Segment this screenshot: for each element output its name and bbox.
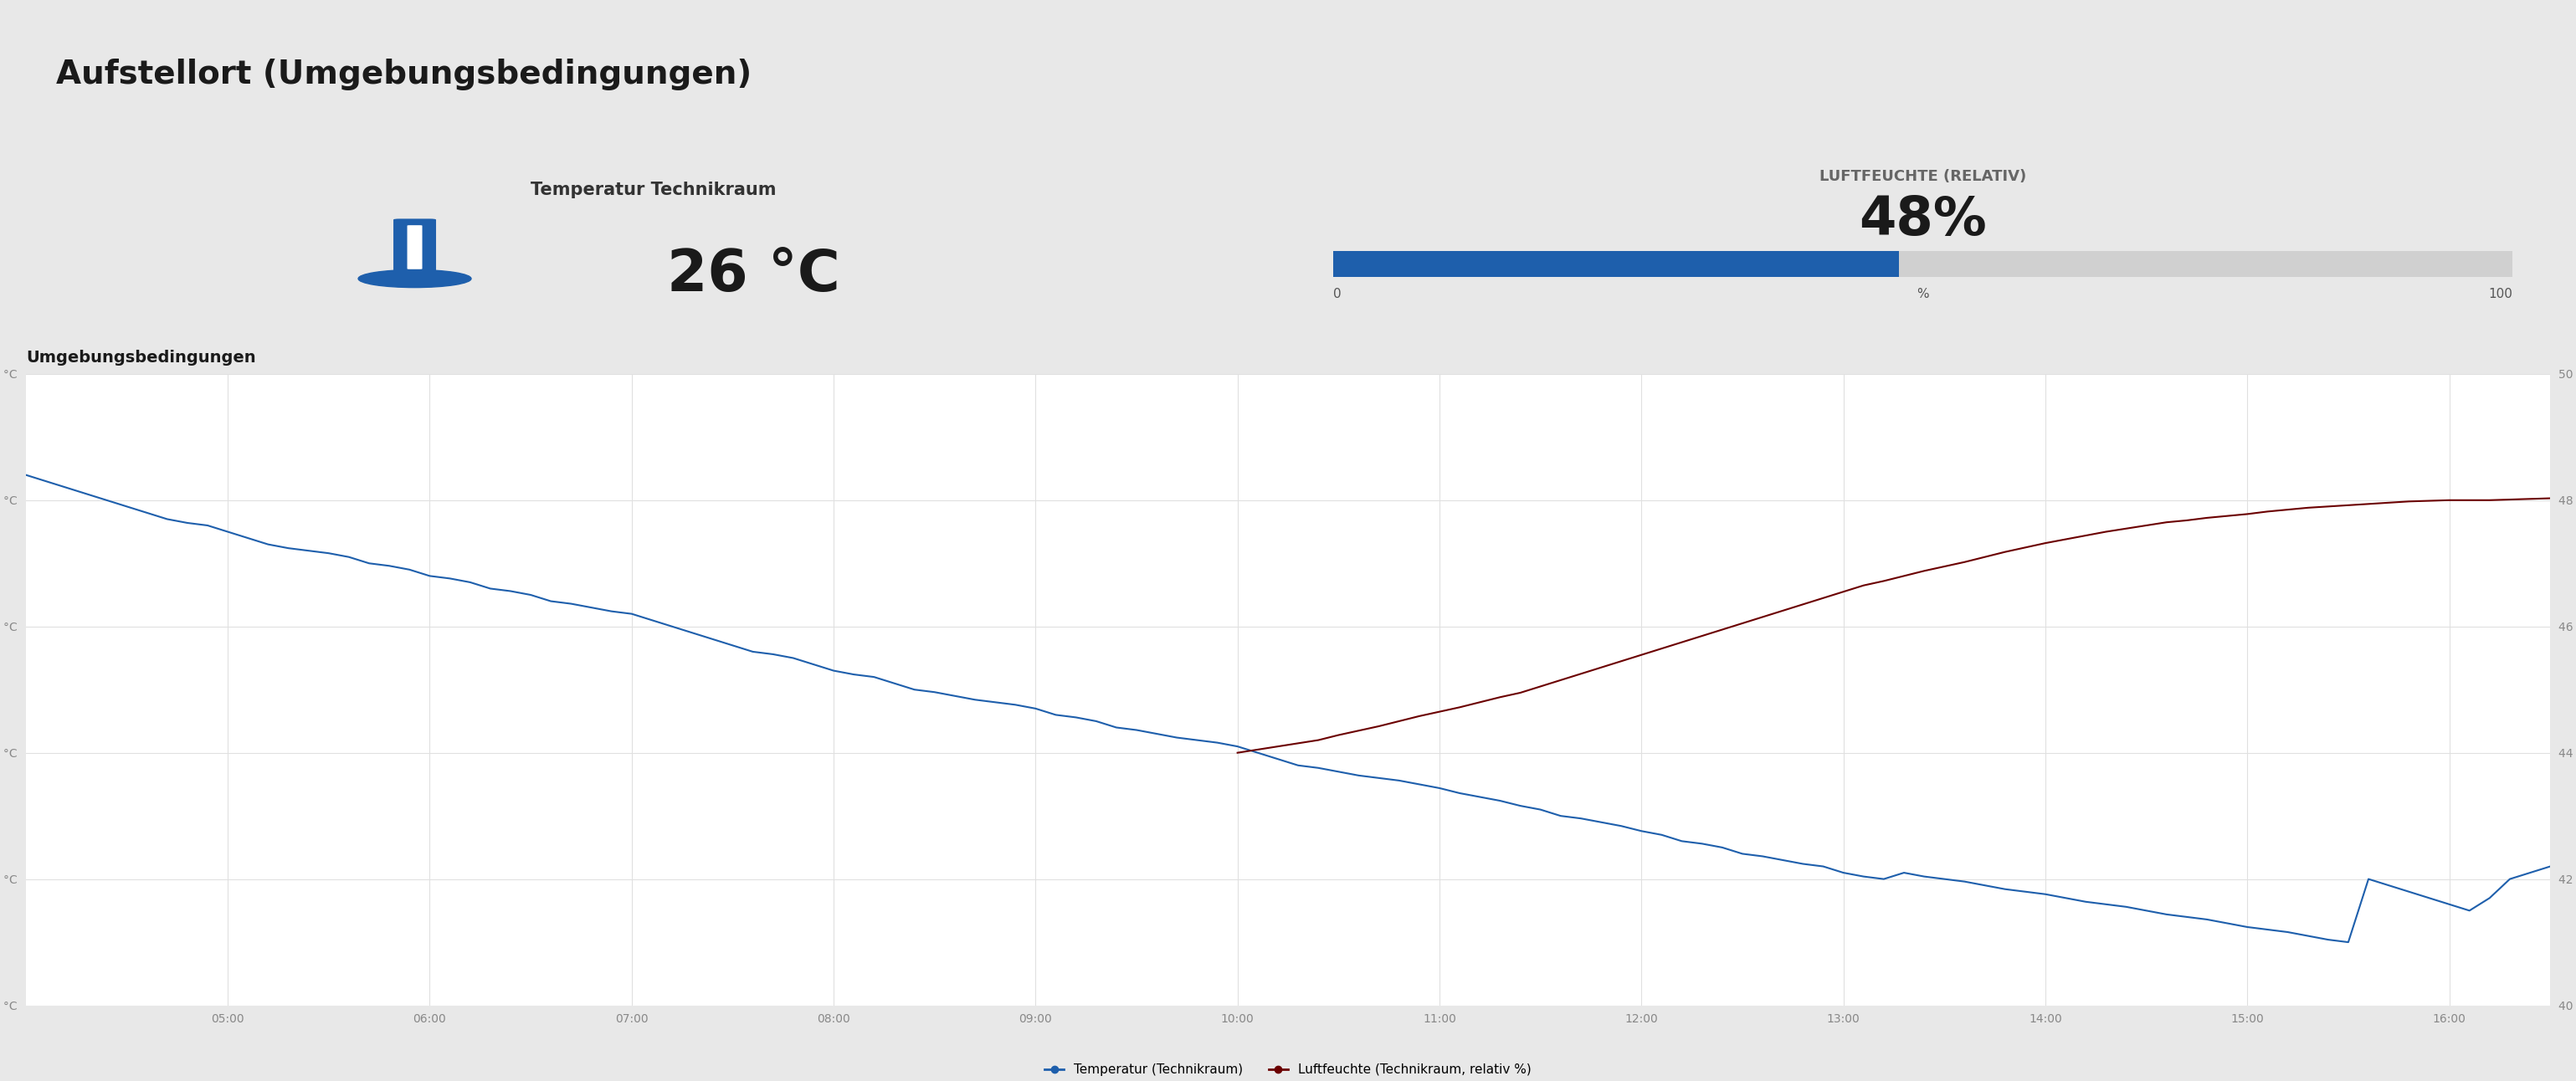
Text: 0: 0 xyxy=(1334,289,1342,301)
Bar xyxy=(1334,251,2512,277)
Text: %: % xyxy=(1917,289,1929,301)
Bar xyxy=(1334,251,1899,277)
Text: 100: 100 xyxy=(2488,289,2512,301)
Legend: Temperatur (Technikraum), Luftfeuchte (Technikraum, relativ %): Temperatur (Technikraum), Luftfeuchte (T… xyxy=(1041,1058,1535,1081)
Text: 26 °C: 26 °C xyxy=(667,246,840,303)
Text: LUFTFEUCHTE (RELATIV): LUFTFEUCHTE (RELATIV) xyxy=(1819,169,2027,184)
FancyBboxPatch shape xyxy=(394,218,435,280)
Text: Umgebungsbedingungen: Umgebungsbedingungen xyxy=(26,350,255,365)
Text: Temperatur Technikraum: Temperatur Technikraum xyxy=(531,182,775,199)
Text: 48%: 48% xyxy=(1860,193,1986,245)
Circle shape xyxy=(358,270,471,288)
FancyBboxPatch shape xyxy=(407,225,422,269)
Text: Aufstellort (Umgebungsbedingungen): Aufstellort (Umgebungsbedingungen) xyxy=(57,58,752,91)
